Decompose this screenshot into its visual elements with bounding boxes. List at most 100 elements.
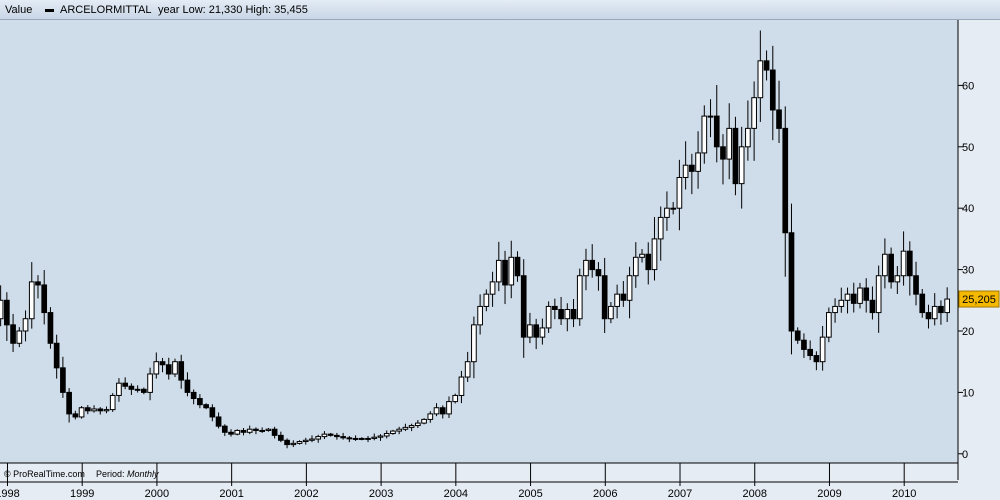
- candle-body: [390, 430, 396, 435]
- candle-body: [477, 305, 483, 326]
- candle-body: [838, 299, 845, 307]
- candle-body: [371, 436, 378, 439]
- candle-body: [452, 394, 459, 403]
- candle-body: [545, 305, 552, 329]
- y-tick-label: 30: [962, 265, 974, 277]
- x-tick-label: 2004: [444, 488, 468, 500]
- candle-body: [639, 253, 645, 258]
- candle-body: [776, 109, 782, 129]
- candle-body: [614, 293, 620, 307]
- candle-body: [41, 284, 48, 314]
- candle-body: [321, 433, 328, 438]
- y-tick-label: 20: [962, 326, 974, 338]
- candle-body: [122, 382, 129, 387]
- candle-body: [28, 281, 35, 320]
- candle-body: [620, 293, 627, 301]
- y-tick-label: 50: [962, 142, 974, 154]
- candle-body: [601, 275, 608, 320]
- candle-body: [608, 305, 614, 320]
- candle-body: [10, 324, 16, 344]
- year-range-stats: year Low: 21,330 High: 35,455: [158, 4, 308, 16]
- candle-body: [439, 407, 446, 415]
- candle-body: [78, 407, 85, 418]
- candle-body: [402, 426, 409, 430]
- x-tick-label: 2010: [892, 488, 916, 500]
- candle-body: [857, 287, 863, 304]
- candle-body: [682, 164, 689, 178]
- candle-body: [72, 413, 79, 418]
- candle-body: [819, 336, 826, 363]
- candle-body: [134, 388, 141, 391]
- candle-body: [502, 259, 508, 286]
- candle-body: [109, 394, 116, 411]
- candle-body: [284, 439, 290, 446]
- candle-body: [707, 115, 714, 118]
- candle-body: [875, 275, 882, 314]
- candle-body: [153, 361, 160, 375]
- candle-body: [564, 309, 571, 320]
- candle-body: [913, 275, 919, 295]
- candle-body: [533, 324, 540, 338]
- candle-body: [97, 408, 104, 412]
- candle-body: [290, 442, 297, 446]
- value-label: Value: [5, 4, 33, 16]
- series-legend-swatch: [45, 9, 54, 12]
- candle-body: [695, 152, 701, 172]
- candle-body: [178, 361, 185, 381]
- plot-area[interactable]: [0, 20, 958, 463]
- chart-header: Value ARCELORMITTAL year Low: 21,330 Hig…: [0, 0, 1000, 20]
- candle-body: [240, 429, 247, 433]
- candle-body: [16, 330, 23, 344]
- candle-body: [190, 391, 197, 400]
- candle-body: [253, 428, 259, 431]
- candle-body: [539, 327, 546, 338]
- candle-body: [483, 293, 490, 307]
- candle-body: [645, 253, 652, 271]
- candle-body: [720, 146, 726, 160]
- x-tick-label: 2009: [817, 488, 841, 500]
- candle-body: [159, 361, 166, 366]
- candle-body: [626, 275, 633, 301]
- candle-body: [882, 253, 888, 277]
- candle-body: [246, 428, 253, 433]
- candle-body: [757, 60, 764, 99]
- candle-body: [832, 305, 838, 314]
- candle-body: [221, 425, 228, 433]
- candle-body: [751, 97, 757, 129]
- candle-body: [327, 433, 334, 436]
- candle-body: [632, 256, 639, 277]
- candle-body: [309, 438, 315, 441]
- candle-body: [116, 382, 122, 396]
- last-price-box: [958, 290, 1000, 308]
- x-tick-label: 2006: [593, 488, 617, 500]
- candle-body: [228, 431, 234, 435]
- candle-body: [701, 115, 708, 154]
- candle-body: [844, 293, 851, 301]
- candle-body: [464, 361, 471, 378]
- candle-body: [944, 298, 950, 314]
- candle-body: [863, 287, 870, 301]
- candle-body: [346, 437, 353, 440]
- candle-body: [906, 250, 913, 277]
- candle-body: [589, 259, 596, 271]
- x-axis: 1998 1999 2000 2001 2002 2003 2004 2005 2006 2007…: [0, 463, 916, 500]
- candle-body: [35, 281, 41, 286]
- candle-body: [0, 299, 4, 320]
- y-tick-label: 40: [962, 203, 974, 215]
- candle-body: [471, 324, 477, 363]
- x-tick-label: 2003: [369, 488, 393, 500]
- x-tick-label: 2002: [294, 488, 318, 500]
- candle-body: [520, 275, 527, 338]
- candle-body: [396, 428, 403, 432]
- candle-body: [900, 250, 907, 277]
- candle-body: [365, 437, 371, 440]
- candle-body: [726, 127, 733, 160]
- candle-body: [738, 146, 745, 185]
- candlesticks: [0, 30, 950, 449]
- x-tick-label: 2000: [145, 488, 169, 500]
- candle-body: [377, 435, 384, 438]
- candle-body: [583, 259, 589, 277]
- y-tick-label: 60: [962, 80, 974, 92]
- candle-body: [4, 299, 10, 326]
